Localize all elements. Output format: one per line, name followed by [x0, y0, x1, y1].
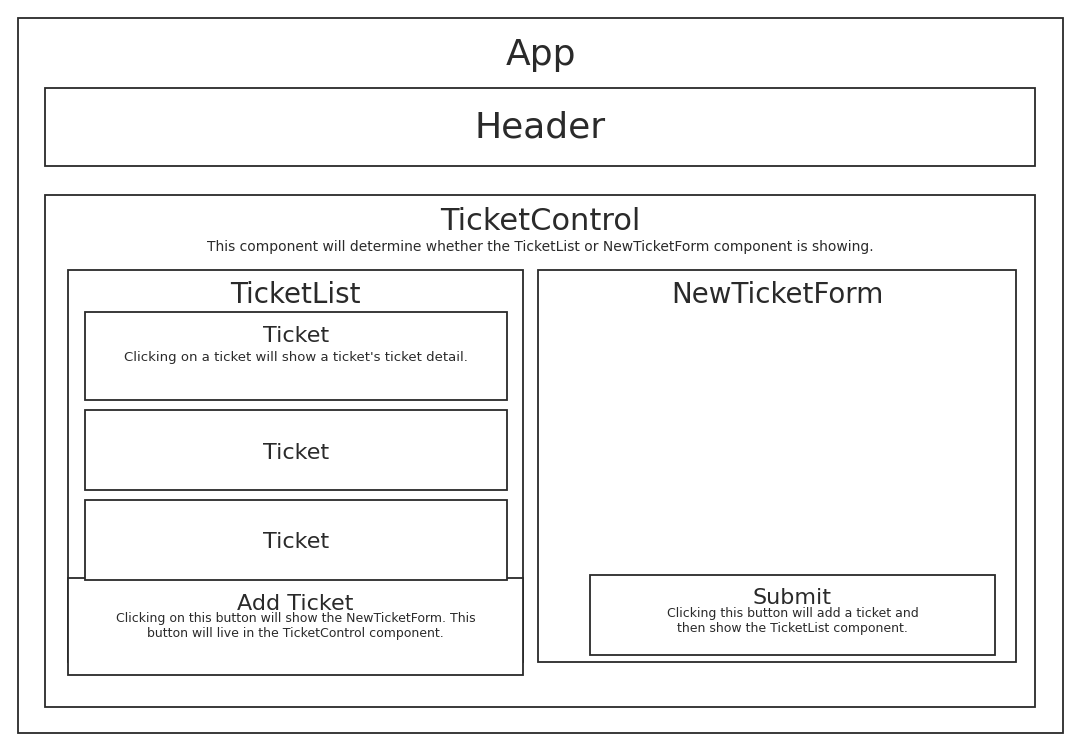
- Bar: [85, 410, 507, 490]
- Text: Ticket: Ticket: [263, 326, 329, 346]
- Bar: [590, 575, 995, 655]
- Text: This component will determine whether the TicketList or NewTicketForm component : This component will determine whether th…: [208, 240, 873, 254]
- Text: Ticket: Ticket: [263, 532, 329, 552]
- Bar: [45, 195, 1035, 707]
- Text: Clicking this button will add a ticket and
then show the TicketList component.: Clicking this button will add a ticket a…: [667, 607, 919, 635]
- Bar: [68, 578, 523, 675]
- Bar: [45, 88, 1035, 166]
- Text: App: App: [505, 38, 576, 72]
- Bar: [538, 270, 1016, 662]
- Text: Add Ticket: Add Ticket: [238, 594, 353, 614]
- Text: Clicking on a ticket will show a ticket's ticket detail.: Clicking on a ticket will show a ticket'…: [124, 351, 468, 364]
- Text: TicketControl: TicketControl: [440, 207, 641, 237]
- Text: NewTicketForm: NewTicketForm: [671, 281, 883, 309]
- Text: Clicking on this button will show the NewTicketForm. This
button will live in th: Clicking on this button will show the Ne…: [116, 612, 476, 640]
- Text: Submit: Submit: [753, 588, 832, 608]
- Bar: [85, 312, 507, 400]
- Text: Ticket: Ticket: [263, 443, 329, 463]
- Text: Header: Header: [475, 110, 606, 144]
- Text: TicketList: TicketList: [230, 281, 361, 309]
- Bar: [68, 270, 523, 662]
- Bar: [85, 500, 507, 580]
